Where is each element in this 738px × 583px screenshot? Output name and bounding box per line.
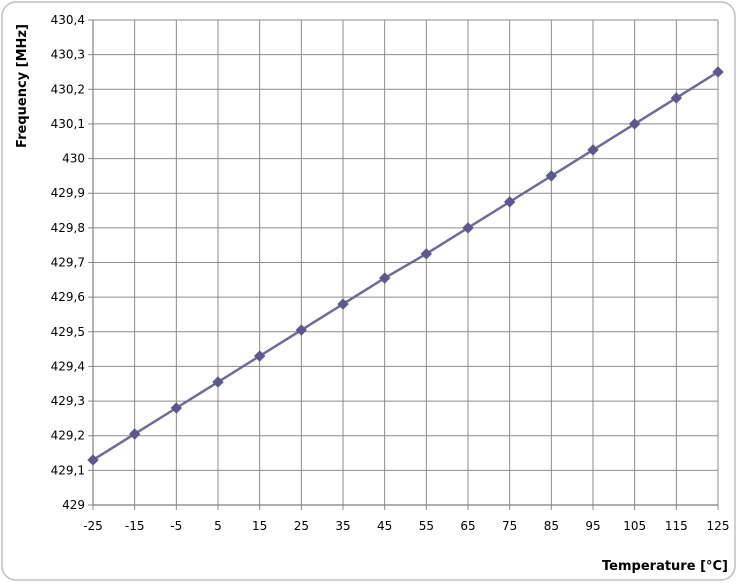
data-point [462, 222, 474, 234]
x-tick-label: 15 [252, 519, 267, 533]
data-point [670, 92, 683, 104]
y-tick-label: 429,2 [51, 429, 85, 443]
y-axis-title: Frequency [MHz] [15, 24, 30, 148]
data-point [212, 376, 224, 388]
x-tick-label: -15 [125, 519, 145, 533]
y-tick-label: 430,4 [51, 13, 85, 27]
x-tick-label: -25 [83, 519, 103, 533]
y-tick-label: 430,1 [51, 117, 85, 131]
data-point [545, 170, 558, 182]
x-tick-label: 65 [460, 519, 475, 533]
x-tick-label: 35 [335, 519, 350, 533]
data-point [87, 454, 99, 466]
x-tick-label: 105 [623, 519, 646, 533]
data-series [87, 66, 724, 466]
y-tick-label: 429,1 [51, 463, 85, 477]
y-tick-label: 429,7 [51, 256, 85, 270]
data-point [587, 144, 599, 156]
data-point [628, 118, 641, 130]
y-tick-label: 430 [62, 152, 85, 166]
data-point [378, 272, 391, 284]
x-tick-label: 25 [294, 519, 309, 533]
x-tick-label: 55 [419, 519, 434, 533]
data-point [712, 66, 724, 78]
x-tick-label: 5 [214, 519, 222, 533]
y-tick-label: 430,3 [51, 48, 85, 62]
y-tick-label: 429,9 [51, 186, 85, 200]
x-axis-title: Temperature [°C] [602, 559, 728, 574]
x-tick-label: -5 [170, 519, 182, 533]
series-line [92, 70, 719, 462]
x-tick-label: 125 [707, 519, 730, 533]
y-tick-label: 429,3 [51, 394, 85, 408]
data-point [170, 402, 183, 414]
data-point [253, 350, 266, 362]
y-tick-label: 429 [62, 498, 85, 512]
y-tick-label: 430,2 [51, 82, 85, 96]
y-tick-label: 429,8 [51, 221, 85, 235]
data-point [128, 428, 141, 440]
x-tick-label: 95 [585, 519, 600, 533]
data-point [295, 324, 308, 336]
x-tick-label: 115 [665, 519, 688, 533]
x-tick-label: 75 [502, 519, 517, 533]
data-point [503, 196, 516, 208]
y-tick-label: 429,5 [51, 325, 85, 339]
x-tick-label: 85 [544, 519, 559, 533]
data-point [420, 248, 433, 260]
x-tick-label: 45 [377, 519, 392, 533]
y-tick-label: 429,4 [51, 359, 85, 373]
grid-lines [88, 19, 719, 510]
tick-labels: 429 429,1 429,2 429,3 429,4 429,5 429,6 429,7 42… [51, 13, 730, 533]
y-tick-label: 429,6 [51, 290, 85, 304]
data-point [337, 298, 349, 310]
